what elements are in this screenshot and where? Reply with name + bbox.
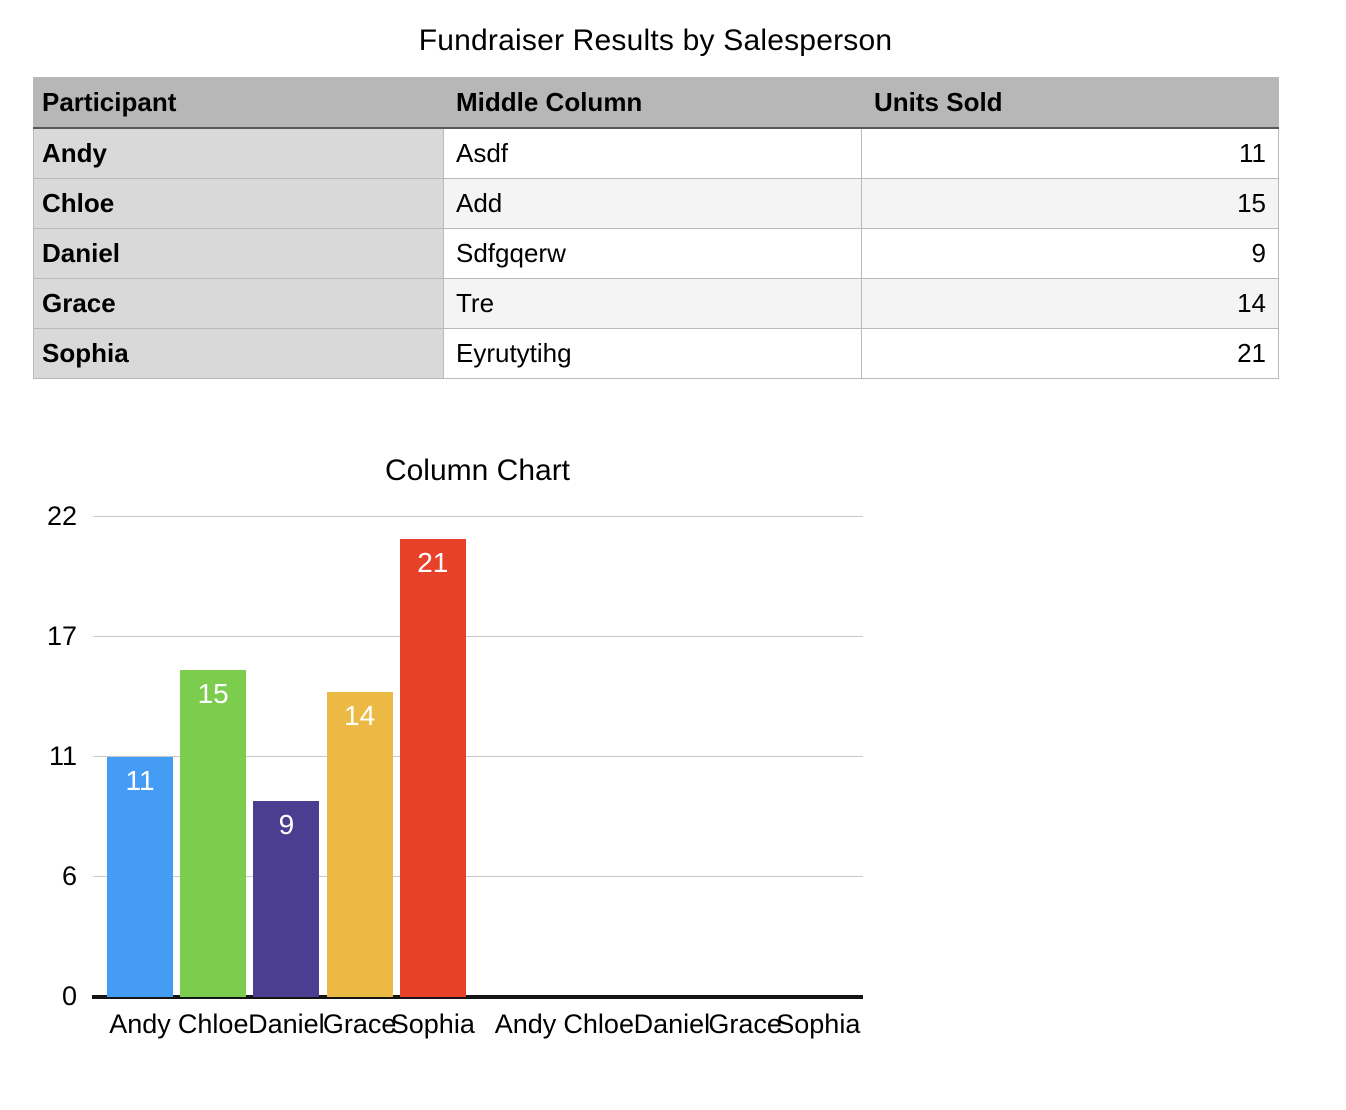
gridline [93,516,863,517]
x-axis-category-label: Grace [708,1009,782,1039]
cell-participant[interactable]: Grace [33,278,444,329]
header-cell-units-sold[interactable]: Units Sold [861,77,1279,129]
cell-middle[interactable]: Add [443,178,862,229]
bar-grace[interactable]: 14 [326,691,393,997]
bar-andy[interactable]: 11 [107,757,173,997]
gridline [93,756,863,757]
y-axis-tick-label: 17 [46,620,77,651]
x-axis-category-label: Sophia [390,1009,475,1039]
x-axis-category-label: Grace [322,1009,397,1039]
x-axis-category-label: Sophia [776,1009,861,1039]
cell-units[interactable]: 9 [861,228,1279,279]
cell-participant[interactable]: Daniel [33,228,444,279]
chart-title: Column Chart [384,454,571,487]
header-cell-participant[interactable]: Participant [33,77,444,129]
cell-units[interactable]: 15 [861,178,1279,229]
bar-chloe[interactable]: 15 [180,669,247,997]
cell-units[interactable]: 14 [861,278,1279,329]
header-cell-middle-column[interactable]: Middle Column [443,77,862,129]
table-row: Sophia Eyrutytihg 21 [33,328,1279,379]
x-axis-category-label: Andy [494,1009,557,1039]
x-axis-line [92,995,863,999]
bar-value-label: 11 [125,765,155,796]
cell-middle[interactable]: Tre [443,278,862,329]
column-chart-plot-area: 22 17 11 6 0 11 15 9 14 21 Andy Chloe Daniel Grace Sop… [47,501,863,1039]
table-row: Daniel Sdfgqerw 9 [33,228,1279,279]
cell-middle[interactable]: Eyrutytihg [443,328,862,379]
y-axis-tick-label: 6 [61,860,77,891]
table-title: Fundraiser Results by Salesperson [418,24,893,57]
bar-value-label: 14 [344,699,376,731]
table-header-row: Participant Middle Column Units Sold [33,77,1279,129]
fundraiser-table: Participant Middle Column Units Sold And… [33,77,1279,379]
x-axis-category-label: Daniel [248,1009,325,1039]
cell-units[interactable]: 21 [861,328,1279,379]
table-row: Grace Tre 14 [33,278,1279,329]
y-axis-tick-label: 11 [48,740,77,771]
bar-value-label: 9 [278,808,295,840]
table-row: Andy Asdf 11 [33,127,1279,179]
cell-middle[interactable]: Asdf [443,127,862,179]
cell-participant[interactable]: Chloe [33,178,444,229]
x-axis-category-label: Chloe [177,1009,249,1039]
bar-value-label: 15 [197,677,229,709]
x-axis-category-label: Andy [109,1009,171,1039]
gridline [93,636,863,637]
bar-sophia[interactable]: 21 [399,538,466,997]
table-row: Chloe Add 15 [33,178,1279,229]
cell-units[interactable]: 11 [861,127,1279,179]
x-axis-category-label: Chloe [563,1009,634,1039]
cell-participant[interactable]: Andy [33,127,444,179]
y-axis-tick-label: 0 [61,980,77,1011]
gridline [93,876,863,877]
x-axis-category-label: Daniel [633,1009,711,1039]
cell-middle[interactable]: Sdfgqerw [443,228,862,279]
y-axis-tick-label: 22 [46,500,77,531]
cell-participant[interactable]: Sophia [33,328,444,379]
bar-daniel[interactable]: 9 [253,800,320,997]
bar-value-label: 21 [417,546,449,578]
